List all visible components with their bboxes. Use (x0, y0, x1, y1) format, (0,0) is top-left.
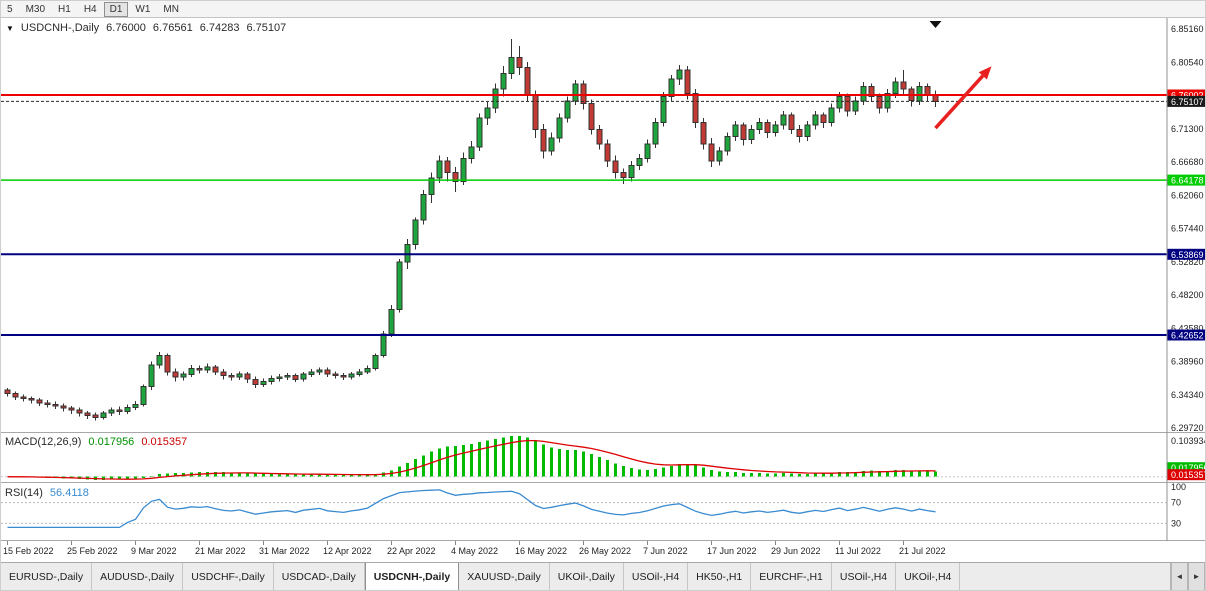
rsi-indicator: 100 70 30 (1, 482, 1186, 528)
timeframe-button-mn[interactable]: MN (157, 2, 185, 17)
price-axis-label: 6.57440 (1171, 224, 1204, 234)
time-axis[interactable]: 15 Feb 2022 25 Feb 2022 9 Mar 2022 21 Mar 2… (3, 541, 946, 556)
svg-text:6.76002: 6.76002 (1171, 91, 1204, 101)
trend-arrow-annotation[interactable] (934, 66, 992, 130)
scroll-left-icon: ◄ (1175, 572, 1184, 581)
time-axis-label: 21 Jul 2022 (899, 546, 946, 556)
svg-text:0.017956: 0.017956 (1171, 463, 1206, 473)
time-axis-label: 9 Mar 2022 (131, 546, 177, 556)
chart-tab-ukoil-daily[interactable]: UKOil-,Daily (550, 563, 624, 590)
svg-text:6.42652: 6.42652 (1171, 331, 1204, 341)
chart-shift-marker (929, 21, 942, 28)
price-axis-label: 6.66680 (1171, 157, 1204, 167)
chart-tab-eurusd-daily[interactable]: EURUSD-,Daily (1, 563, 93, 590)
time-axis-label: 16 May 2022 (515, 546, 567, 556)
chart-tabs: EURUSD-,Daily AUDUSD-,Daily USDCHF-,Daily U… (1, 563, 961, 590)
price-axis-label: 6.71300 (1171, 124, 1204, 134)
chart-tab-hk50-h1[interactable]: HK50-,H1 (688, 563, 752, 590)
chart-tab-usoil-h4[interactable]: USOil-,H4 (832, 563, 897, 590)
chart-tab-eurchf-h1[interactable]: EURCHF-,H1 (751, 563, 832, 590)
price-axis-label: 6.34340 (1171, 390, 1204, 400)
rsi-axis-label: 30 (1171, 518, 1181, 528)
chart-tab-usdcad-daily[interactable]: USDCAD-,Daily (274, 563, 365, 590)
macd-main-badge: 0.017956 (1167, 462, 1206, 474)
svg-text:6.64178: 6.64178 (1171, 176, 1204, 186)
time-axis-label: 11 Jul 2022 (835, 546, 881, 556)
chart-window-tabbar: EURUSD-,Daily AUDUSD-,Daily USDCHF-,Daily U… (1, 562, 1205, 590)
rsi-line (7, 489, 936, 529)
macd-signal-line (7, 439, 936, 480)
time-axis-label: 22 Apr 2022 (387, 546, 436, 556)
time-axis-label: 17 Jun 2022 (707, 546, 757, 556)
support-level-navy-lower-badge: 6.42652 (1167, 329, 1205, 341)
candlestick-series (4, 38, 939, 421)
time-axis-label: 15 Feb 2022 (3, 546, 54, 556)
chart-tab-audusd-daily[interactable]: AUDUSD-,Daily (92, 563, 184, 590)
svg-text:0.015357: 0.015357 (1171, 470, 1206, 480)
macd-indicator (1, 436, 1167, 480)
time-axis-label: 12 Apr 2022 (323, 546, 372, 556)
bid-price-badge: 6.75107 (1167, 95, 1205, 107)
timeframe-button-d1[interactable]: D1 (103, 1, 129, 17)
support-level-navy-upper-badge: 6.53869 (1167, 248, 1205, 260)
scroll-right-icon: ► (1192, 572, 1201, 581)
timeframe-button-w1[interactable]: W1 (129, 2, 156, 17)
resistance-level-badge: 6.76002 (1167, 89, 1205, 101)
support-level-green-badge: 6.64178 (1167, 174, 1205, 186)
chart-canvas[interactable]: 6.851606.805406.759206.713006.666806.620… (1, 18, 1206, 564)
macd-signal-badge: 0.015357 (1167, 469, 1206, 481)
rsi-axis-label: 70 (1171, 498, 1181, 508)
timeframe-button-m30[interactable]: M30 (20, 2, 51, 17)
chart-tab-xauusd-daily[interactable]: XAUUSD-,Daily (459, 563, 550, 590)
chart-tab-usdcnh-daily[interactable]: USDCNH-,Daily (364, 563, 460, 590)
time-axis-label: 31 Mar 2022 (259, 546, 310, 556)
macd-axis-max-label: 0.103934 (1171, 436, 1206, 446)
chart-tab-ukoil-h4[interactable]: UKOil-,H4 (896, 563, 961, 590)
svg-text:6.53869: 6.53869 (1171, 250, 1204, 260)
time-axis-label: 7 Jun 2022 (643, 546, 688, 556)
time-axis-label: 26 May 2022 (579, 546, 631, 556)
tabs-scroll-left-button[interactable]: ◄ (1171, 563, 1188, 590)
time-axis-label: 29 Jun 2022 (771, 546, 821, 556)
tabs-scroll-right-button[interactable]: ► (1188, 563, 1205, 590)
time-axis-label: 25 Feb 2022 (67, 546, 118, 556)
one-click-trading-icon[interactable]: ▼ (6, 23, 14, 33)
price-axis-label: 6.52820 (1171, 257, 1204, 267)
time-axis-label: 21 Mar 2022 (195, 546, 246, 556)
price-axis[interactable]: 6.851606.805406.759206.713006.666806.620… (1166, 18, 1206, 541)
price-axis-label: 6.80540 (1171, 57, 1204, 67)
svg-text:6.75107: 6.75107 (1171, 97, 1204, 107)
price-axis-label: 6.48200 (1171, 290, 1204, 300)
price-axis-label: 6.29720 (1171, 423, 1204, 433)
price-axis-label: 6.62060 (1171, 190, 1204, 200)
timeframe-toolbar: 5 M30 H1 H4 D1 W1 MN (1, 1, 1205, 18)
chart-tab-usdchf-daily[interactable]: USDCHF-,Daily (183, 563, 274, 590)
price-axis-label: 6.85160 (1171, 24, 1204, 34)
tab-scroll-controls: ◄ ► (1170, 563, 1205, 590)
chart-tab-usoil-h4[interactable]: USOil-,H4 (624, 563, 689, 590)
timeframe-button-5[interactable]: 5 (1, 2, 19, 17)
rsi-axis-label: 100 (1171, 482, 1186, 492)
time-axis-label: 4 May 2022 (451, 546, 498, 556)
timeframe-button-h1[interactable]: H1 (52, 2, 77, 17)
price-axis-label: 6.38960 (1171, 357, 1204, 367)
timeframe-button-h4[interactable]: H4 (78, 2, 103, 17)
price-axis-label: 6.43580 (1171, 323, 1204, 333)
